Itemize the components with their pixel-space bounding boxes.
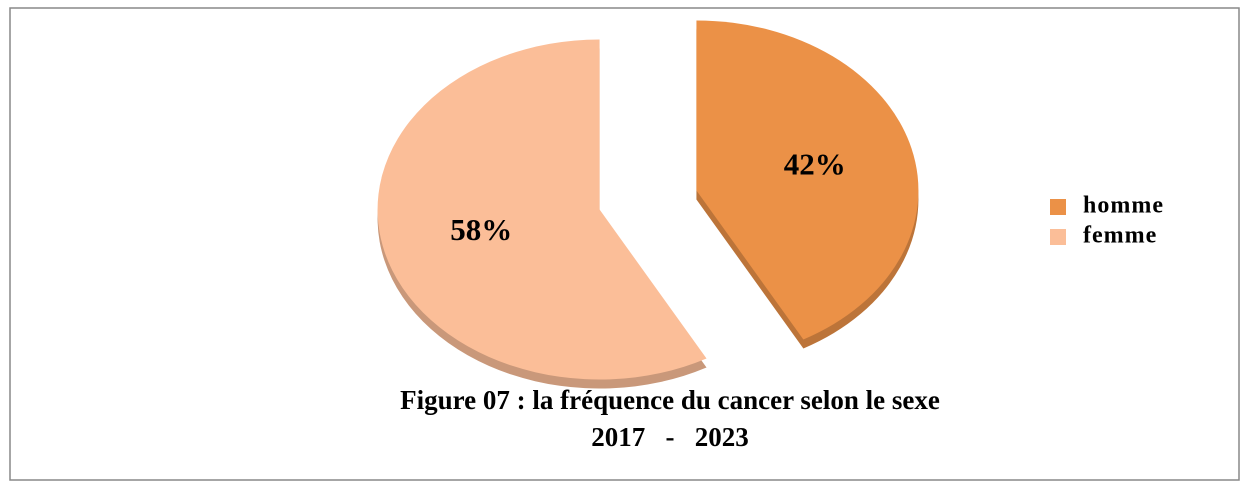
pie-slice [696, 20, 919, 340]
data-label: 42% [784, 146, 846, 181]
chart-subtitle: 2017 - 2023 [591, 422, 749, 452]
legend-swatch [1050, 229, 1066, 245]
legend-label: homme [1083, 193, 1164, 219]
legend-label: femme [1083, 223, 1157, 249]
pie-slice [377, 39, 707, 380]
frame [9, 7, 1240, 481]
legend-swatch [1050, 199, 1066, 215]
chart-title: Figure 07 : la fréquence du cancer selon… [400, 385, 940, 415]
data-label: 58% [450, 212, 512, 247]
